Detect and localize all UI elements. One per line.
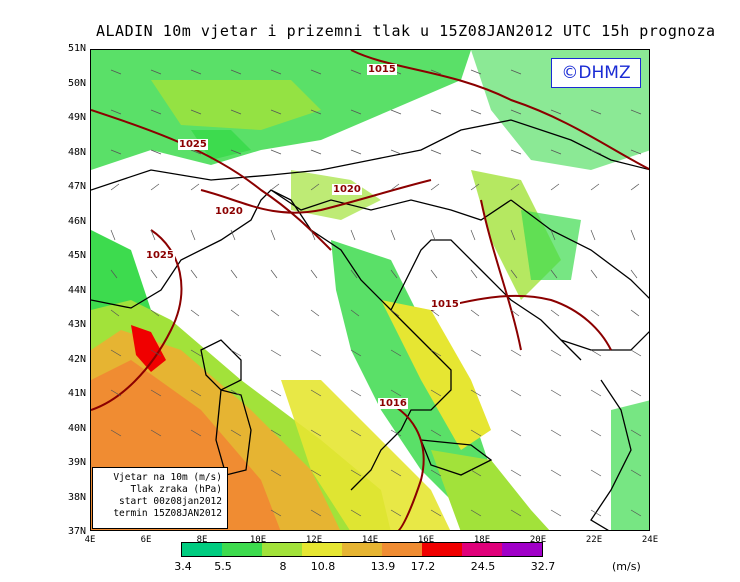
lon-label: 24E: [641, 535, 659, 545]
legend-label: 5.5: [214, 560, 232, 573]
legend-label: 17.2: [410, 560, 436, 573]
map-title: ALADIN 10m vjetar i prizemni tlak u 15Z0…: [96, 22, 716, 40]
legend-label: 24.5: [470, 560, 496, 573]
forecast-map: [90, 49, 650, 531]
legend-swatch: [502, 543, 542, 556]
legend-swatch: [262, 543, 302, 556]
lat-label: 38N: [67, 492, 86, 503]
coastlines: [91, 119, 649, 530]
lat-label: 47N: [67, 181, 86, 192]
isobar-label: 1015: [367, 64, 397, 75]
legend-label: 3.4: [174, 560, 192, 573]
isobar-label: 1015: [430, 299, 460, 310]
lon-label: 10E: [249, 535, 267, 545]
lat-label: 51N: [67, 43, 86, 54]
lat-label: 44N: [67, 285, 86, 296]
legend-label: 8: [279, 560, 287, 573]
lon-label: 4E: [84, 535, 96, 545]
legend-unit: (m/s): [612, 560, 641, 573]
lon-label: 8E: [196, 535, 208, 545]
lat-label: 43N: [67, 319, 86, 330]
lat-label: 50N: [67, 78, 86, 89]
lat-label: 37N: [67, 526, 86, 537]
map-canvas: [91, 50, 649, 530]
isobar-label: 1020: [214, 206, 244, 217]
info-pressure-label: Tlak zraka (hPa): [130, 484, 222, 495]
lat-label: 39N: [67, 457, 86, 468]
lon-label: 20E: [529, 535, 547, 545]
lon-label: 22E: [585, 535, 603, 545]
legend-swatch: [342, 543, 382, 556]
isobar-label: 1020: [332, 184, 362, 195]
isobar-label: 1025: [178, 139, 208, 150]
legend-swatch: [182, 543, 222, 556]
legend-label: 32.7: [530, 560, 556, 573]
lon-label: 14E: [361, 535, 379, 545]
info-valid-time: termin 15Z08JAN2012: [113, 508, 222, 519]
lat-label: 48N: [67, 147, 86, 158]
lat-label: 49N: [67, 112, 86, 123]
legend-swatch: [302, 543, 342, 556]
info-wind-label: Vjetar na 10m (m/s): [113, 472, 222, 483]
lon-label: 12E: [305, 535, 323, 545]
isobar-label: 1016: [378, 398, 408, 409]
lat-label: 46N: [67, 216, 86, 227]
lat-label: 45N: [67, 250, 86, 261]
lat-label: 41N: [67, 388, 86, 399]
legend-swatch: [422, 543, 462, 556]
legend-swatch: [222, 543, 262, 556]
legend-swatch: [462, 543, 502, 556]
lon-label: 16E: [417, 535, 435, 545]
legend-swatch: [382, 543, 422, 556]
dhmz-logo: ©DHMZ: [551, 58, 641, 88]
lat-label: 40N: [67, 423, 86, 434]
isobar-label: 1025: [145, 250, 175, 261]
lon-label: 18E: [473, 535, 491, 545]
info-box: Vjetar na 10m (m/s) Tlak zraka (hPa) sta…: [92, 467, 228, 529]
lat-label: 42N: [67, 354, 86, 365]
wind-speed-legend: [181, 542, 543, 557]
legend-label: 10.8: [310, 560, 336, 573]
legend-label: 13.9: [370, 560, 396, 573]
info-start-time: start 00z08jan2012: [119, 496, 222, 507]
lon-label: 6E: [140, 535, 152, 545]
wind-vectors: [110, 69, 642, 517]
